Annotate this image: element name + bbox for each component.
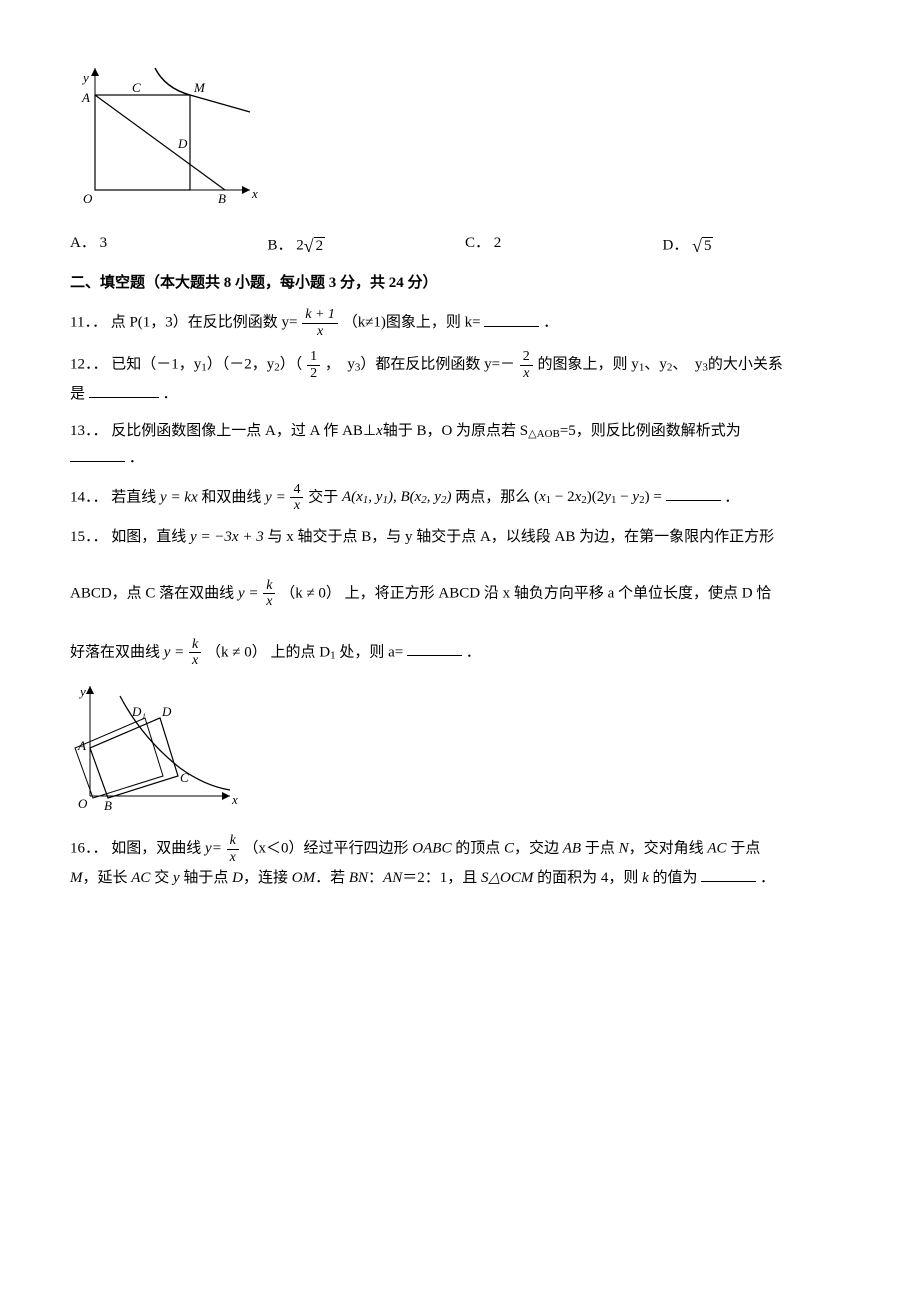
opt-C-val: 2 [494, 235, 502, 251]
q11-blank [484, 311, 539, 327]
label-O: O [83, 191, 93, 206]
label-C2: C [180, 770, 189, 785]
q16-num: 16．． [70, 841, 108, 857]
q10-options: A． 3 B． 2√2 C． 2 D． √5 [70, 230, 860, 262]
q11-num: 11．． [70, 315, 107, 331]
q12-blank [89, 382, 159, 398]
question-14: 14．． 若直线 y = kx 和双曲线 y = 4x 交于 A(x1, y1)… [70, 482, 860, 514]
label-A: A [81, 90, 90, 105]
q16-frac: kx [227, 833, 239, 865]
question-15: 15．． 如图，直线 y = −3x + 3 与 x 轴交于点 B，与 y 轴交… [70, 524, 860, 669]
opt-B-prefix: 2 [296, 238, 304, 254]
q14-num: 14．． [70, 489, 108, 505]
label-B2: B [104, 798, 112, 813]
q14-blank [666, 485, 721, 501]
q14-eq1: y = kx [160, 489, 198, 505]
q12-line2: 是 [70, 386, 85, 402]
opt-D-letter: D． [663, 238, 689, 254]
opt-A-letter: A． [70, 235, 96, 251]
q11-end: ． [543, 315, 558, 331]
q16-pre: 如图，双曲线 [111, 841, 205, 857]
q13-num: 13．． [70, 423, 108, 439]
q15-eq1: y = −3x + 3 [190, 529, 264, 545]
q14-frac: 4x [290, 482, 303, 514]
option-A: A． 3 [70, 230, 268, 262]
q15-frac2: kx [189, 637, 201, 669]
q15-num: 15．． [70, 529, 108, 545]
q15-end: ． [466, 644, 481, 660]
label-x2: x [231, 792, 238, 807]
q11-post: （k≠1)图象上，则 k= [343, 315, 481, 331]
label-O2: O [78, 796, 88, 811]
question-11: 11．． 点 P(1，3）在反比例函数 y= k + 1 x （k≠1)图象上，… [70, 307, 860, 339]
q12-pre: 已知（－1，y [111, 357, 201, 373]
label-M: M [193, 80, 206, 95]
q11-pre: 点 P(1，3）在反比例函数 y= [111, 315, 298, 331]
option-B: B． 2√2 [268, 230, 466, 262]
label-D2: D [161, 704, 172, 719]
q12-frac1: 12 [307, 349, 320, 381]
q12-num: 12．． [70, 357, 108, 373]
q15-blank [407, 640, 462, 656]
figure-q15: y x O A B C D D₁ [70, 678, 860, 823]
q15-pre: 如图，直线 [111, 529, 186, 545]
opt-D-sqrt: √5 [692, 230, 713, 262]
label-D: D [177, 136, 188, 151]
option-C: C． 2 [465, 230, 663, 262]
opt-B-sqrt: √2 [304, 230, 325, 262]
question-16: 16．． 如图，双曲线 y= kx （x＜0）经过平行四边形 OABC 的顶点 … [70, 833, 860, 892]
q13-end: ． [129, 450, 144, 466]
opt-A-val: 3 [100, 235, 108, 251]
label-A2: A [77, 738, 86, 753]
label-D1: D₁ [131, 704, 146, 719]
q13-text: 反比例函数图像上一点 A，过 A 作 AB⊥ [111, 423, 376, 439]
section-title: 二、填空题（本大题共 8 小题，每小题 3 分，共 24 分） [70, 270, 860, 297]
opt-B-letter: B． [268, 238, 293, 254]
label-x: x [251, 186, 258, 201]
opt-C-letter: C． [465, 235, 490, 251]
label-C: C [132, 80, 141, 95]
q16-blank [701, 866, 756, 882]
q15-frac1: kx [263, 578, 275, 610]
label-y2: y [78, 684, 86, 699]
figure-q15-svg: y x O A B C D D₁ [70, 678, 240, 813]
label-B: B [218, 191, 226, 206]
figure-q10-svg: y A C M D O B x [70, 60, 260, 210]
question-13: 13．． 反比例函数图像上一点 A，过 A 作 AB⊥x轴于 B，O 为原点若 … [70, 418, 860, 472]
q14-pre: 若直线 [111, 489, 156, 505]
label-y: y [81, 70, 89, 85]
q14-end: ． [724, 489, 739, 505]
question-12: 12．． 已知（－1，y1）（－2，y2）（ 12 ， y3）都在反比例函数 y… [70, 349, 860, 408]
q13-blank [70, 446, 125, 462]
q12-frac2: 2x [520, 349, 533, 381]
option-D: D． √5 [663, 230, 861, 262]
q12-end: ． [163, 386, 178, 402]
q11-frac: k + 1 x [302, 307, 338, 339]
figure-q10: y A C M D O B x [70, 60, 860, 220]
q16-end: ． [760, 870, 775, 886]
